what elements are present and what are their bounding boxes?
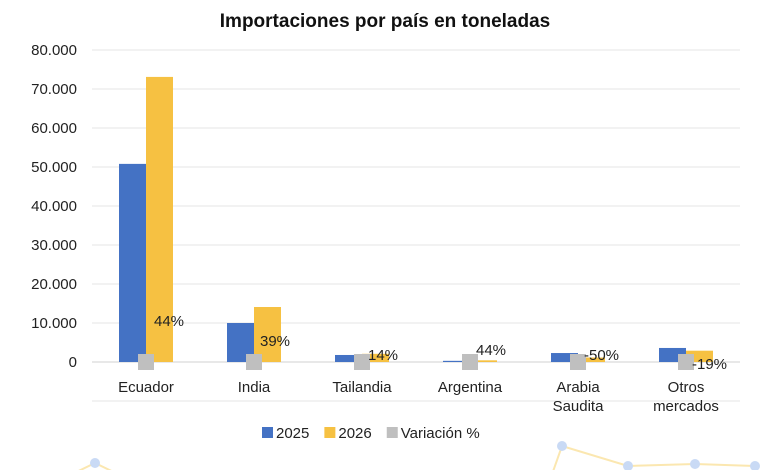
y-tick-label: 30.000: [31, 237, 77, 254]
category-label: Otros: [668, 379, 705, 396]
variation-label: -19%: [692, 356, 727, 373]
legend-swatch: [262, 427, 273, 438]
y-tick-label: 50.000: [31, 159, 77, 176]
legend-item: Variación %: [386, 425, 480, 442]
variation-marker: [462, 354, 478, 370]
y-tick-label: 80.000: [31, 42, 77, 59]
variation-label: -50%: [584, 347, 619, 364]
category-label: Argentina: [438, 379, 503, 396]
category-label: India: [238, 379, 271, 396]
variation-marker: [246, 354, 262, 370]
legend-item: 2025: [262, 425, 309, 442]
legend-label: 2026: [338, 425, 371, 442]
category-label: mercados: [653, 398, 719, 415]
legend-label: 2025: [276, 425, 309, 442]
chart-title: Importaciones por país en toneladas: [220, 11, 550, 32]
y-tick-label: 70.000: [31, 81, 77, 98]
variation-label: 44%: [154, 313, 184, 330]
y-tick-label: 60.000: [31, 120, 77, 137]
background-decoration: [78, 441, 760, 470]
variation-label: 44%: [476, 342, 506, 359]
y-tick-label: 0: [69, 354, 77, 371]
bar-2026: [146, 76, 173, 362]
bar-2025: [119, 163, 146, 362]
legend-item: 2026: [324, 425, 372, 442]
variation-label: 39%: [260, 333, 290, 350]
bar-2026: [362, 353, 389, 362]
legend-label: Variación %: [401, 425, 480, 442]
y-tick-label: 20.000: [31, 276, 77, 293]
category-label: Saudita: [553, 398, 605, 415]
variation-marker: [138, 354, 154, 370]
bar-2026: [254, 307, 281, 362]
bar-2026: [578, 357, 605, 362]
category-label: Ecuador: [118, 379, 174, 396]
bar-2026: [686, 350, 713, 362]
variation-marker: [678, 354, 694, 370]
variation-marker: [354, 354, 370, 370]
bar-2025: [335, 354, 362, 362]
legend-swatch: [324, 427, 336, 438]
variation-label: 14%: [368, 347, 398, 364]
bar-2025: [443, 360, 470, 362]
category-label: Tailandia: [332, 379, 392, 396]
bar-2025: [551, 353, 578, 362]
y-tick-label: 10.000: [31, 315, 77, 332]
variation-marker: [570, 354, 586, 370]
bar-2026: [470, 360, 497, 362]
category-label: Arabia: [556, 379, 600, 396]
legend-swatch: [386, 427, 398, 438]
y-tick-label: 40.000: [31, 198, 77, 215]
